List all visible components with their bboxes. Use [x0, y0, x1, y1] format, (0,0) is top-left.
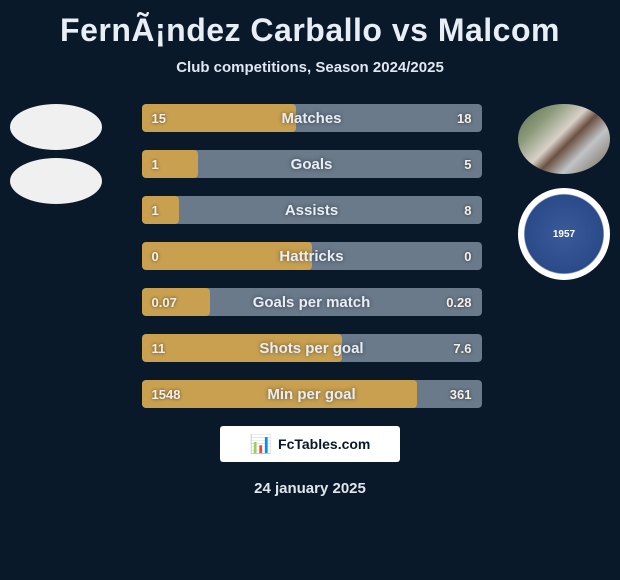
comparison-title: FernÃ¡ndez Carballo vs Malcom: [0, 0, 620, 49]
stat-value-left: 1: [152, 196, 159, 224]
comparison-subtitle: Club competitions, Season 2024/2025: [0, 59, 620, 76]
stat-value-left: 0: [152, 242, 159, 270]
player-right-club-badge: 1957: [518, 188, 610, 280]
stat-value-left: 1548: [152, 380, 181, 408]
stat-value-left: 15: [152, 104, 166, 132]
stat-bar-fill: [142, 380, 418, 408]
stat-value-right: 0.28: [446, 288, 471, 316]
stat-bar: 0.070.28Goals per match: [142, 288, 482, 316]
stat-value-right: 8: [464, 196, 471, 224]
stat-bar-fill: [142, 150, 199, 178]
stat-bars: 1518Matches15Goals18Assists00Hattricks0.…: [138, 104, 483, 408]
comparison-container: 1957 1518Matches15Goals18Assists00Hattri…: [0, 104, 620, 408]
stat-bar: 117.6Shots per goal: [142, 334, 482, 362]
stat-bar: 15Goals: [142, 150, 482, 178]
player-left-column: [10, 104, 102, 212]
player-left-avatar: [10, 104, 102, 150]
stat-bar: 1 8Assists: [142, 196, 482, 224]
stat-value-left: 11: [152, 334, 166, 362]
player-right-avatar: [518, 104, 610, 174]
stat-value-left: 1: [152, 150, 159, 178]
player-right-column: 1957: [518, 104, 610, 280]
chart-icon: 📊: [250, 435, 272, 453]
stat-bar: 1548361Min per goal: [142, 380, 482, 408]
stat-bar-fill: [142, 242, 312, 270]
stat-value-right: 0: [464, 242, 471, 270]
footer-date: 24 january 2025: [0, 480, 620, 497]
stat-bar: 1518Matches: [142, 104, 482, 132]
branding-label: FcTables.com: [278, 436, 370, 452]
stat-value-right: 361: [450, 380, 472, 408]
stat-bar: 00Hattricks: [142, 242, 482, 270]
stat-value-right: 18: [457, 104, 471, 132]
player-left-club-badge: [10, 158, 102, 204]
stat-bar-fill: [142, 196, 180, 224]
stat-value-left: 0.07: [152, 288, 177, 316]
stat-bar-fill: [142, 334, 343, 362]
stat-value-right: 7.6: [453, 334, 471, 362]
branding-logo[interactable]: 📊 FcTables.com: [220, 426, 400, 462]
stat-value-right: 5: [464, 150, 471, 178]
club-badge-year: 1957: [553, 229, 575, 240]
player-right-avatar-image: [518, 104, 610, 174]
stat-label: Assists: [142, 196, 482, 224]
